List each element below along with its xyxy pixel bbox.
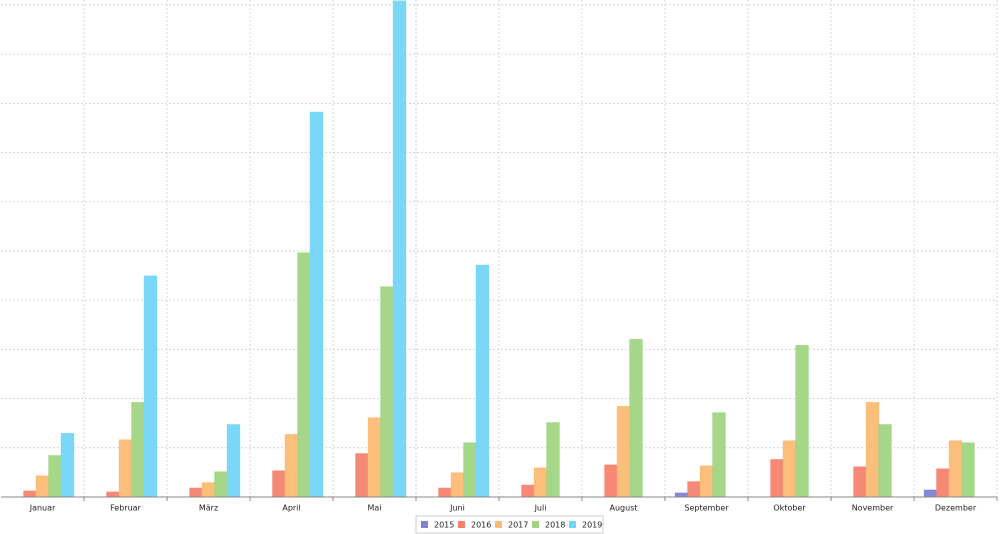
x-tick-label: August bbox=[610, 504, 638, 513]
bar bbox=[687, 481, 701, 498]
bar bbox=[297, 252, 311, 498]
legend-swatch bbox=[458, 521, 465, 528]
bar bbox=[272, 470, 286, 498]
x-tick-label: Mai bbox=[367, 504, 381, 513]
bar bbox=[284, 434, 299, 498]
bar bbox=[23, 490, 37, 498]
bar bbox=[878, 424, 892, 498]
x-tick-label: März bbox=[199, 504, 218, 513]
bar bbox=[48, 455, 62, 498]
bar bbox=[131, 402, 145, 498]
x-tick-label: September bbox=[684, 504, 729, 513]
legend-swatch bbox=[569, 521, 576, 528]
bar bbox=[521, 484, 535, 498]
bar bbox=[923, 489, 938, 498]
x-tick-label: Januar bbox=[29, 504, 56, 513]
bar bbox=[699, 465, 714, 498]
bar bbox=[616, 406, 631, 498]
bar bbox=[795, 345, 809, 498]
bar bbox=[143, 275, 158, 498]
legend-label: 2017 bbox=[508, 521, 528, 530]
legend-swatch bbox=[421, 521, 428, 528]
legend-label: 2019 bbox=[582, 521, 602, 530]
bar bbox=[546, 422, 560, 498]
x-tick-label: Oktober bbox=[773, 504, 806, 513]
bar bbox=[865, 402, 880, 498]
bar bbox=[674, 492, 689, 498]
bar bbox=[380, 286, 394, 498]
bar bbox=[853, 466, 867, 498]
bar bbox=[367, 417, 382, 498]
bar bbox=[438, 487, 452, 498]
x-tick-label: November bbox=[852, 504, 894, 513]
x-tick-label: Juli bbox=[534, 504, 547, 513]
bar bbox=[770, 459, 784, 498]
bar bbox=[450, 472, 465, 498]
bar bbox=[392, 0, 407, 498]
legend-label: 2018 bbox=[545, 521, 565, 530]
bar bbox=[712, 412, 726, 498]
bar bbox=[201, 482, 216, 498]
bar bbox=[604, 464, 618, 498]
x-tick-label: Februar bbox=[110, 504, 141, 513]
bar bbox=[936, 468, 950, 498]
bar bbox=[355, 453, 369, 498]
bar bbox=[961, 442, 975, 498]
x-tick-label: Juni bbox=[449, 504, 465, 513]
bar bbox=[118, 439, 133, 498]
legend-swatch bbox=[495, 521, 502, 528]
bar bbox=[782, 440, 797, 498]
bar bbox=[533, 467, 548, 498]
legend-box bbox=[415, 515, 604, 534]
bar bbox=[189, 487, 203, 498]
x-tick-label: Dezember bbox=[935, 504, 977, 513]
bar bbox=[35, 475, 50, 498]
bar bbox=[106, 491, 120, 498]
x-tick-label: April bbox=[282, 504, 300, 513]
bar bbox=[463, 442, 477, 498]
bar bbox=[214, 471, 228, 498]
legend-swatch bbox=[532, 521, 539, 528]
legend-label: 2016 bbox=[471, 521, 491, 530]
bar bbox=[309, 111, 324, 498]
bar bbox=[475, 264, 490, 498]
bar bbox=[60, 433, 75, 498]
bar bbox=[629, 339, 643, 498]
bar bbox=[226, 424, 241, 498]
legend-label: 2015 bbox=[434, 521, 454, 530]
bar bbox=[948, 440, 963, 498]
